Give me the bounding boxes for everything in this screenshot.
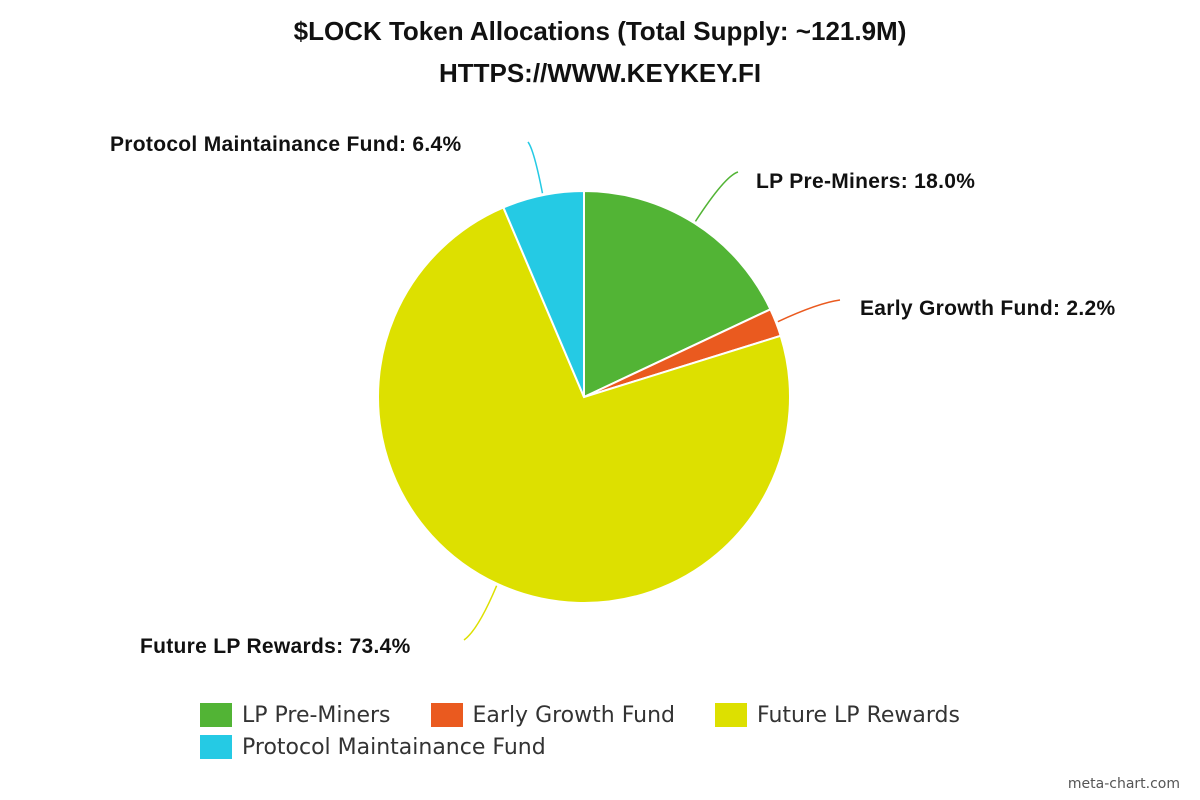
- legend-label: LP Pre-Miners: [242, 702, 391, 728]
- pie-slice-lp-pre-miners: [583, 189, 772, 399]
- legend-swatch: [430, 703, 463, 727]
- legend-item: Early Growth Fund: [430, 702, 675, 728]
- chart-title: $LOCK Token Allocations (Total Supply: ~…: [293, 16, 907, 46]
- leader-line: [694, 171, 739, 222]
- pie-slice-protocol-maintainance-fund: [502, 189, 585, 398]
- watermark: meta-chart.com: [1067, 776, 1180, 792]
- legend-label: Protocol Maintainance Fund: [242, 734, 546, 760]
- legend-swatch: [200, 703, 232, 727]
- pie-slice-future-lp-rewards: [377, 206, 791, 604]
- legend-item: Protocol Maintainance Fund: [200, 734, 546, 760]
- legend-swatch: [715, 703, 747, 727]
- data-label: Protocol Maintainance Fund: 6.4%: [110, 133, 462, 156]
- leader-line: [463, 585, 498, 641]
- data-label: LP Pre-Miners: 18.0%: [756, 170, 975, 193]
- leader-line: [777, 299, 841, 323]
- chart-legend: LP Pre-Miners Early Growth Fund Future LP …: [200, 702, 1060, 760]
- legend-item: LP Pre-Miners: [200, 702, 391, 728]
- data-label: Future LP Rewards: 73.4%: [140, 635, 411, 658]
- legend-item: Future LP Rewards: [715, 702, 960, 728]
- chart-subtitle: HTTPS://WWW.KEYKEY.FI: [438, 58, 762, 88]
- legend-swatch: [200, 735, 232, 759]
- leader-line: [527, 141, 544, 194]
- legend-label: Early Growth Fund: [472, 702, 675, 728]
- legend-label: Future LP Rewards: [757, 702, 960, 728]
- data-label: Early Growth Fund: 2.2%: [860, 297, 1115, 320]
